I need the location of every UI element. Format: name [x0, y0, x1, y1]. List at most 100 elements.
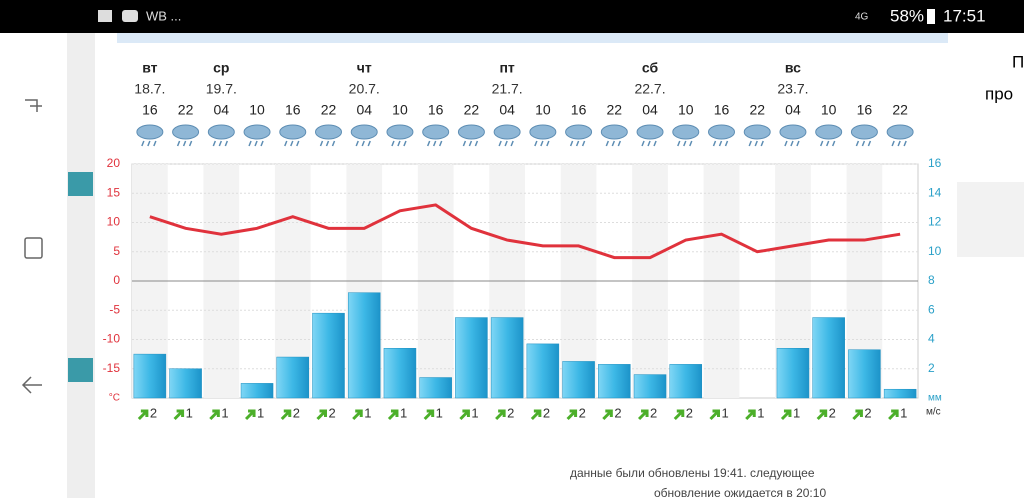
wind-arrow	[709, 409, 720, 421]
y-tick-label: 10	[107, 215, 121, 229]
weather-icon	[136, 124, 164, 140]
wind-arrow	[495, 409, 506, 421]
weather-icon	[243, 124, 271, 140]
day-label: вт	[142, 60, 157, 76]
day-label: ср	[213, 60, 229, 76]
rain-icon	[605, 140, 622, 147]
time-label: 16	[857, 102, 873, 118]
y2-tick-label: 2	[928, 361, 935, 375]
precip-bar	[383, 348, 417, 399]
y2-tick-label: 14	[928, 185, 942, 199]
wind-speed: 2	[829, 405, 836, 420]
time-label: 04	[785, 102, 801, 118]
time-label: 22	[607, 102, 623, 118]
wind-speed: 2	[579, 405, 586, 420]
precip-bar	[883, 388, 917, 399]
date-label: 20.7.	[349, 81, 380, 97]
wind-speed: 2	[614, 405, 621, 420]
wind-arrow	[852, 409, 863, 421]
time-label: 16	[428, 102, 444, 118]
time-label: 04	[642, 102, 658, 118]
y2-tick-label: 8	[928, 273, 935, 287]
weather-icon	[529, 124, 557, 140]
battery-icon	[927, 9, 935, 24]
wind-arrow	[816, 409, 828, 421]
rain-icon	[391, 140, 407, 147]
time-label: 16	[571, 102, 587, 118]
time-label: 10	[249, 102, 265, 118]
side-icon	[68, 358, 93, 382]
y2-tick-label: 10	[928, 244, 942, 258]
weather-icon	[600, 124, 628, 140]
precip-bar	[562, 361, 595, 399]
clock: 17:51	[943, 6, 986, 25]
weather-icon	[743, 124, 771, 140]
rain-icon	[784, 140, 800, 147]
wind-arrow	[137, 409, 149, 421]
y2-tick-label: 12	[928, 215, 942, 229]
wind-arrow	[209, 409, 220, 421]
weather-icon	[565, 124, 593, 140]
y-tick-label: 15	[107, 185, 121, 199]
y2-tick-label: 6	[928, 302, 935, 316]
weather-icon	[708, 124, 735, 140]
nav-recent[interactable]	[25, 99, 42, 112]
precip-bar	[276, 356, 310, 399]
rain-icon	[819, 140, 836, 147]
day-label: вс	[785, 60, 801, 76]
weather-icon	[779, 124, 807, 140]
time-label: 22	[178, 102, 194, 118]
precip-bar	[455, 317, 488, 399]
time-label: 16	[714, 102, 730, 118]
wind-arrow	[673, 409, 685, 421]
wind-arrow	[888, 409, 899, 421]
date-label: 22.7.	[634, 81, 665, 97]
rain-icon	[712, 140, 729, 147]
rain-icon	[855, 140, 872, 147]
wind-arrow	[780, 409, 792, 421]
y-tick-label: 20	[107, 156, 121, 170]
y2-tick-label: 4	[928, 332, 935, 346]
wind-speed: 1	[722, 405, 729, 420]
wind-arrow	[387, 409, 399, 421]
weather-icon	[422, 124, 450, 140]
wind-arrow	[602, 409, 613, 421]
nav-back[interactable]	[21, 376, 42, 394]
weather-icon	[672, 124, 700, 140]
rain-icon	[212, 140, 229, 147]
rain-icon	[284, 140, 300, 147]
wind-speed: 2	[543, 405, 550, 420]
y-tick-label: -5	[109, 302, 120, 316]
wind-speed: 1	[757, 405, 764, 420]
temperature-line	[149, 203, 901, 260]
rain-icon	[891, 140, 907, 147]
weather-icon	[493, 124, 521, 140]
rain-icon	[748, 140, 764, 147]
weather-icon	[279, 124, 307, 140]
left-panel	[67, 33, 95, 498]
rain-icon	[498, 140, 514, 147]
rain-icon	[319, 140, 336, 147]
weather-icon	[850, 124, 878, 140]
wind-speed: 1	[221, 405, 228, 420]
precip-bar	[169, 368, 202, 399]
precip-bar	[776, 348, 810, 399]
rain-icon	[426, 140, 443, 147]
date-label: 21.7.	[492, 81, 523, 97]
date-label: 18.7.	[134, 81, 165, 97]
footer-text: обновление ожидается в 20:10	[654, 486, 826, 498]
precip-bar	[598, 364, 631, 399]
precip-bar	[419, 377, 452, 399]
precip-bar	[526, 343, 560, 399]
wind-speed: 2	[293, 405, 300, 420]
weather-icon	[636, 124, 664, 140]
day-label: чт	[357, 60, 372, 76]
rain-icon	[641, 140, 657, 147]
precip-bar	[312, 312, 345, 399]
weather-icon	[315, 124, 342, 140]
wind-arrow	[244, 409, 256, 421]
nav-home[interactable]	[24, 237, 43, 259]
time-label: 22	[321, 102, 337, 118]
y-unit: °C	[109, 393, 120, 404]
weather-icon	[172, 124, 200, 140]
